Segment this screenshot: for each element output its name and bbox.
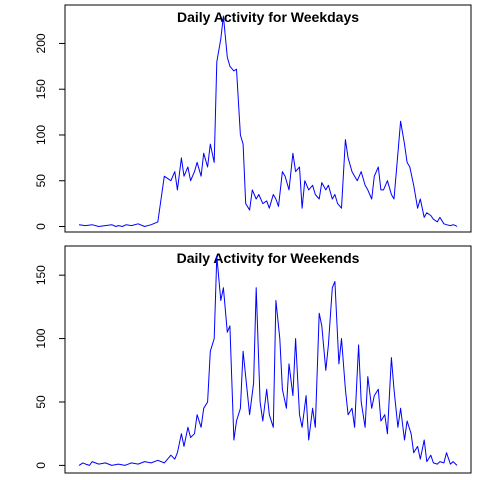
panel-weekends: 0 50 100 150 Daily Activity for Weekends bbox=[34, 245, 472, 474]
y-tick-label: 50 bbox=[34, 174, 48, 188]
plot-frame-weekdays bbox=[64, 4, 472, 233]
y-tick-label: 100 bbox=[34, 328, 48, 348]
series-line-weekends bbox=[78, 255, 458, 466]
y-tick-label: 200 bbox=[34, 33, 48, 53]
y-tick-label: 0 bbox=[34, 462, 48, 469]
y-tick-label: 50 bbox=[34, 395, 48, 409]
chart-title-weekends: Daily Activity for Weekends bbox=[177, 250, 360, 266]
y-tick-label: 150 bbox=[34, 265, 48, 285]
y-tick-label: 0 bbox=[34, 223, 48, 230]
series-line-weekdays bbox=[78, 15, 458, 227]
chart-title-weekdays: Daily Activity for Weekdays bbox=[177, 9, 359, 25]
plot-frame-weekends bbox=[64, 245, 472, 474]
panel-weekdays: 0 50 100 150 200 Daily Activity for Weekdays bbox=[34, 4, 472, 233]
y-tick-label: 150 bbox=[34, 79, 48, 99]
y-tick-label: 100 bbox=[34, 125, 48, 145]
